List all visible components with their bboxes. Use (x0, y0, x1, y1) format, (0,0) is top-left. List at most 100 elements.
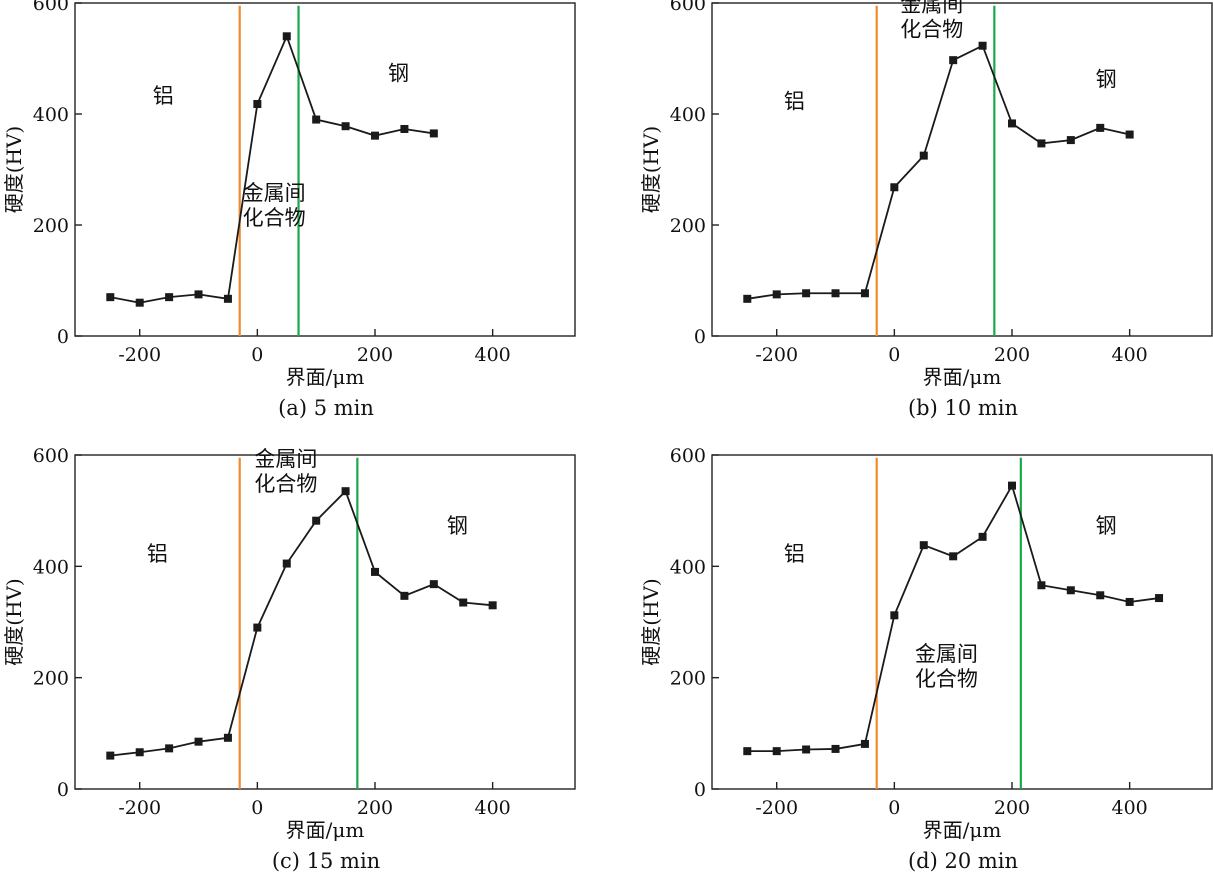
hardness-point (135, 748, 144, 757)
plot-frame (711, 2, 1213, 337)
hardness-point (488, 601, 497, 610)
hardness-panel-a: 0 200 400 600 -200 0 200 400 界面/μm 硬度(HV) 铝 钢金属间化合物… (2, 0, 576, 420)
aluminum-region-label: 铝 (784, 89, 805, 113)
hardness-point (1037, 139, 1046, 148)
y-axis-label: 硬度(HV) (639, 578, 663, 666)
steel-region-label: 钢 (447, 514, 468, 538)
hardness-point (341, 122, 350, 131)
x-axis-label: 界面/μm (286, 818, 365, 842)
x-tick-label: 200 (994, 797, 1030, 819)
hardness-point (919, 541, 928, 550)
hardness-point (165, 744, 174, 753)
x-tick-label: 0 (251, 344, 263, 366)
hardness-point (400, 124, 409, 133)
hardness-point (459, 598, 468, 607)
hardness-panel-d: 0 200 400 600 -200 0 200 400 界面/μm 硬度(HV) 铝 钢金属间化合物… (639, 445, 1213, 873)
y-tick-label: 600 (670, 0, 706, 15)
steel-region-label: 钢 (1096, 514, 1117, 538)
hardness-point (831, 289, 840, 298)
x-tick-label: 200 (357, 797, 393, 819)
y-tick-label: 0 (57, 326, 69, 348)
hardness-point (282, 32, 291, 41)
hardness-point (312, 115, 321, 124)
y-tick-label: 200 (670, 668, 706, 690)
hardness-point (1066, 136, 1075, 145)
intermetallic-label-line2: 化合物 (915, 667, 978, 691)
plot-frame (711, 454, 1213, 790)
hardness-point (1096, 591, 1105, 600)
steel-region-label: 钢 (388, 62, 409, 86)
x-tick-label: -200 (755, 797, 798, 819)
hardness-point (802, 289, 811, 298)
x-tick-label: 0 (888, 344, 900, 366)
y-tick-label: 600 (33, 445, 69, 467)
hardness-point (772, 290, 781, 299)
y-tick-label: 400 (33, 556, 69, 578)
x-axis-label: 界面/μm (286, 365, 365, 389)
y-tick-label: 200 (33, 668, 69, 690)
hardness-point (802, 745, 811, 754)
plot-frame (74, 2, 576, 337)
hardness-point (253, 623, 262, 632)
hardness-series-line (747, 44, 1130, 300)
panel-caption: (a) 5 min (278, 396, 374, 420)
hardness-point (743, 747, 752, 756)
hardness-point (1008, 119, 1016, 128)
intermetallic-label-line2: 化合物 (254, 472, 317, 496)
intermetallic-label-line1: 金属间 (254, 447, 317, 471)
x-tick-label: 400 (475, 344, 511, 366)
hardness-point (371, 567, 379, 576)
y-tick-label: 0 (694, 326, 706, 348)
hardness-point (312, 516, 321, 525)
x-tick-label: 200 (994, 344, 1030, 366)
hardness-point (253, 100, 262, 109)
hardness-point (400, 591, 409, 600)
intermetallic-label-line1: 金属间 (243, 181, 306, 205)
intermetallic-label-line1: 金属间 (915, 642, 978, 666)
aluminum-region-label: 铝 (153, 84, 174, 108)
hardness-point (919, 151, 928, 160)
hardness-panel-c: 0 200 400 600 -200 0 200 400 界面/μm 硬度(HV) 铝 钢 金属间化合物… (2, 445, 576, 873)
hardness-point (223, 733, 232, 742)
hardness-point (949, 56, 958, 65)
hardness-point (106, 293, 115, 302)
hardness-panel-b: 0 200 400 600 -200 0 200 400 界面/μm 硬度(HV) 铝 钢 金属间化合物… (639, 0, 1213, 420)
hardness-point (282, 559, 291, 568)
hardness-point (978, 41, 987, 50)
intermetallic-label-line2: 化合物 (243, 206, 306, 230)
y-tick-label: 0 (694, 779, 706, 801)
y-axis-label: 硬度(HV) (2, 578, 26, 666)
x-tick-label: 400 (475, 797, 511, 819)
hardness-point (890, 183, 899, 192)
y-tick-label: 400 (33, 104, 69, 126)
hardness-point (860, 739, 869, 748)
hardness-point (1155, 594, 1164, 603)
aluminum-region-label: 铝 (784, 542, 805, 566)
plot-frame (74, 454, 576, 790)
x-tick-label: 400 (1112, 344, 1148, 366)
x-tick-label: 0 (251, 797, 263, 819)
y-axis-label: 硬度(HV) (639, 126, 663, 214)
hardness-point (1096, 123, 1105, 132)
hardness-point (223, 294, 232, 303)
hardness-point (1008, 481, 1016, 490)
y-tick-label: 200 (33, 215, 69, 237)
hardness-point (890, 611, 899, 620)
y-tick-label: 0 (57, 779, 69, 801)
panel-caption: (b) 10 min (908, 396, 1018, 420)
steel-region-label: 钢 (1096, 67, 1117, 91)
x-tick-label: 400 (1112, 797, 1148, 819)
hardness-point (165, 293, 174, 302)
hardness-point (831, 744, 840, 753)
hardness-point (106, 751, 115, 760)
x-tick-label: -200 (755, 344, 798, 366)
panel-caption: (d) 20 min (908, 849, 1018, 873)
y-tick-label: 400 (670, 556, 706, 578)
hardness-point (371, 131, 379, 140)
hardness-point (194, 737, 203, 746)
x-tick-label: 0 (888, 797, 900, 819)
aluminum-region-label: 铝 (147, 542, 168, 566)
x-axis-label: 界面/μm (923, 818, 1002, 842)
hardness-series-line (110, 489, 493, 757)
